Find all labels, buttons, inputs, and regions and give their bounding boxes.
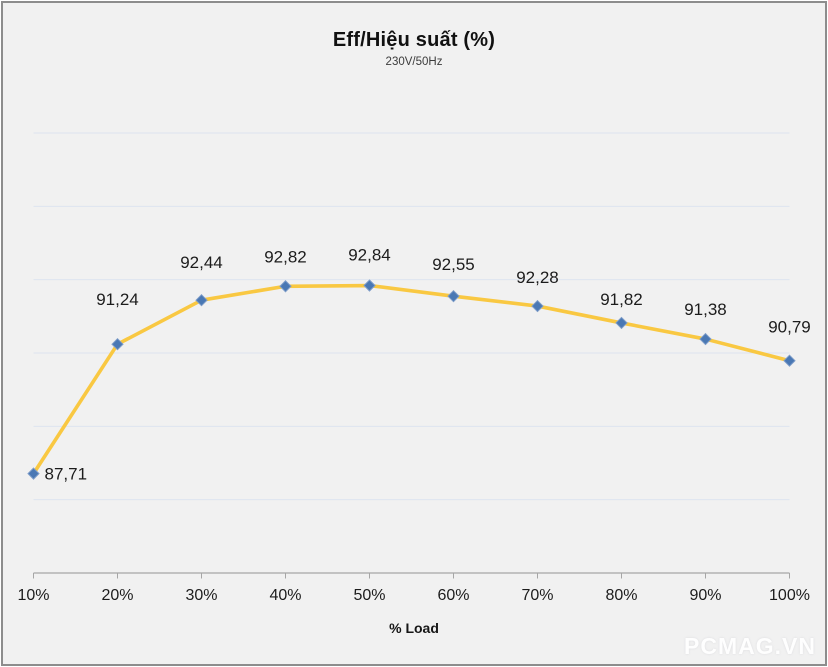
data-point-marker [783,354,796,367]
data-label: 92,44 [180,253,223,272]
data-label: 91,24 [96,290,139,309]
x-tick-label: 30% [185,587,217,604]
data-point-marker [447,289,460,303]
x-tick-label: 10% [17,587,49,604]
chart-subtitle: 230V/50Hz [385,56,443,68]
x-tick-label: 40% [269,587,301,604]
x-axis-title: % Load [389,620,439,636]
data-label: 91,38 [684,300,727,319]
series-line [31,283,792,476]
x-tick-label: 100% [769,587,810,604]
x-tick-label: 70% [521,587,553,604]
x-tick-label: 60% [437,587,469,604]
x-tick-label: 80% [605,587,637,604]
x-tick-label: 50% [353,587,385,604]
data-label: 91,82 [600,290,643,309]
data-point-marker [195,293,208,307]
data-label: 92,82 [264,247,307,266]
data-label: 92,84 [348,246,391,265]
data-label: 87,71 [45,465,88,484]
x-tick-label: 90% [689,587,721,604]
data-point-marker [363,279,376,292]
x-tick-label: 20% [101,587,133,604]
data-label: 90,79 [768,318,811,337]
data-point-marker [699,332,712,346]
watermark-logo: PCMAG.VN [684,633,816,659]
data-point-marker [27,467,40,480]
data-label: 92,55 [432,255,475,274]
data-point-marker [615,316,628,330]
data-point-marker [111,337,124,351]
data-label: 92,28 [516,268,559,287]
chart-title: Eff/Hiệu suất (%) [332,29,496,51]
data-point-marker [531,299,544,313]
data-point-marker [279,280,292,293]
